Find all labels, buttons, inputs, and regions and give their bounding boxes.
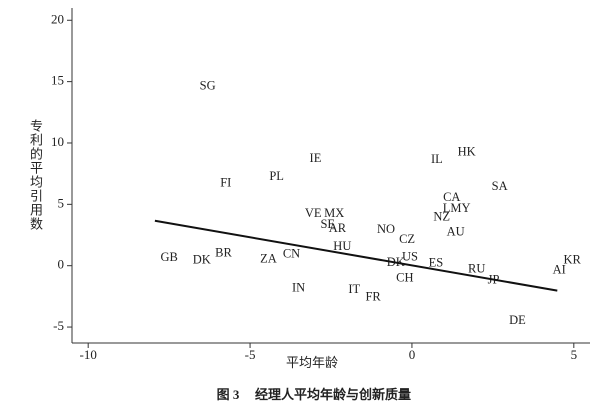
point-label: AU [447,224,465,238]
trend-line [154,219,558,292]
point-label: IL [431,152,443,166]
point-label: CZ [399,232,415,246]
point-label: CN [283,247,300,261]
point-label: SG [200,78,216,92]
point-label: SA [492,179,508,193]
point-label: LMY [443,201,471,215]
caption-text: 经理人平均年龄与创新质量 [255,387,411,402]
point-label: CA [443,190,460,204]
point-label: IT [348,282,360,296]
point-label: BR [215,245,232,259]
x-tick-label: -5 [245,347,256,362]
y-tick-label: -5 [53,318,64,333]
point-label: FI [220,175,231,189]
point-label: FR [365,289,381,303]
y-axis-label: 专利的平均引用数 [28,119,43,231]
point-label: AI [553,262,566,276]
point-label: KR [564,253,582,267]
point-label: ES [429,256,444,270]
point-label: DK [193,253,211,267]
point-label: VE [305,206,322,220]
point-label: CH [396,271,413,285]
x-tick-label: 0 [409,347,416,362]
y-tick-label: 15 [51,73,64,88]
point-label: AR [329,221,347,235]
point-label: PL [269,169,284,183]
caption-figure: 图 3 [217,387,240,402]
point-label: NO [377,222,395,236]
y-tick-label: 20 [51,11,64,26]
point-label: SE [320,217,335,231]
y-tick-label: 0 [58,257,65,272]
point-label: NZ [433,210,450,224]
point-label: HK [458,145,476,159]
y-tick-label: 5 [58,195,65,210]
y-tick-label: 10 [51,134,64,149]
x-tick-label: 5 [571,347,578,362]
point-label: IN [292,281,305,295]
point-label: IE [310,151,322,165]
x-axis-label: 平均年龄 [286,355,338,370]
point-label: MX [324,206,344,220]
point-label: DE [509,313,526,327]
point-label: US [402,250,418,264]
point-label: GB [160,250,177,264]
point-label: HU [333,239,351,253]
point-label: ZA [260,251,277,265]
x-tick-label: -10 [80,347,97,362]
point-label: RU [468,262,485,276]
